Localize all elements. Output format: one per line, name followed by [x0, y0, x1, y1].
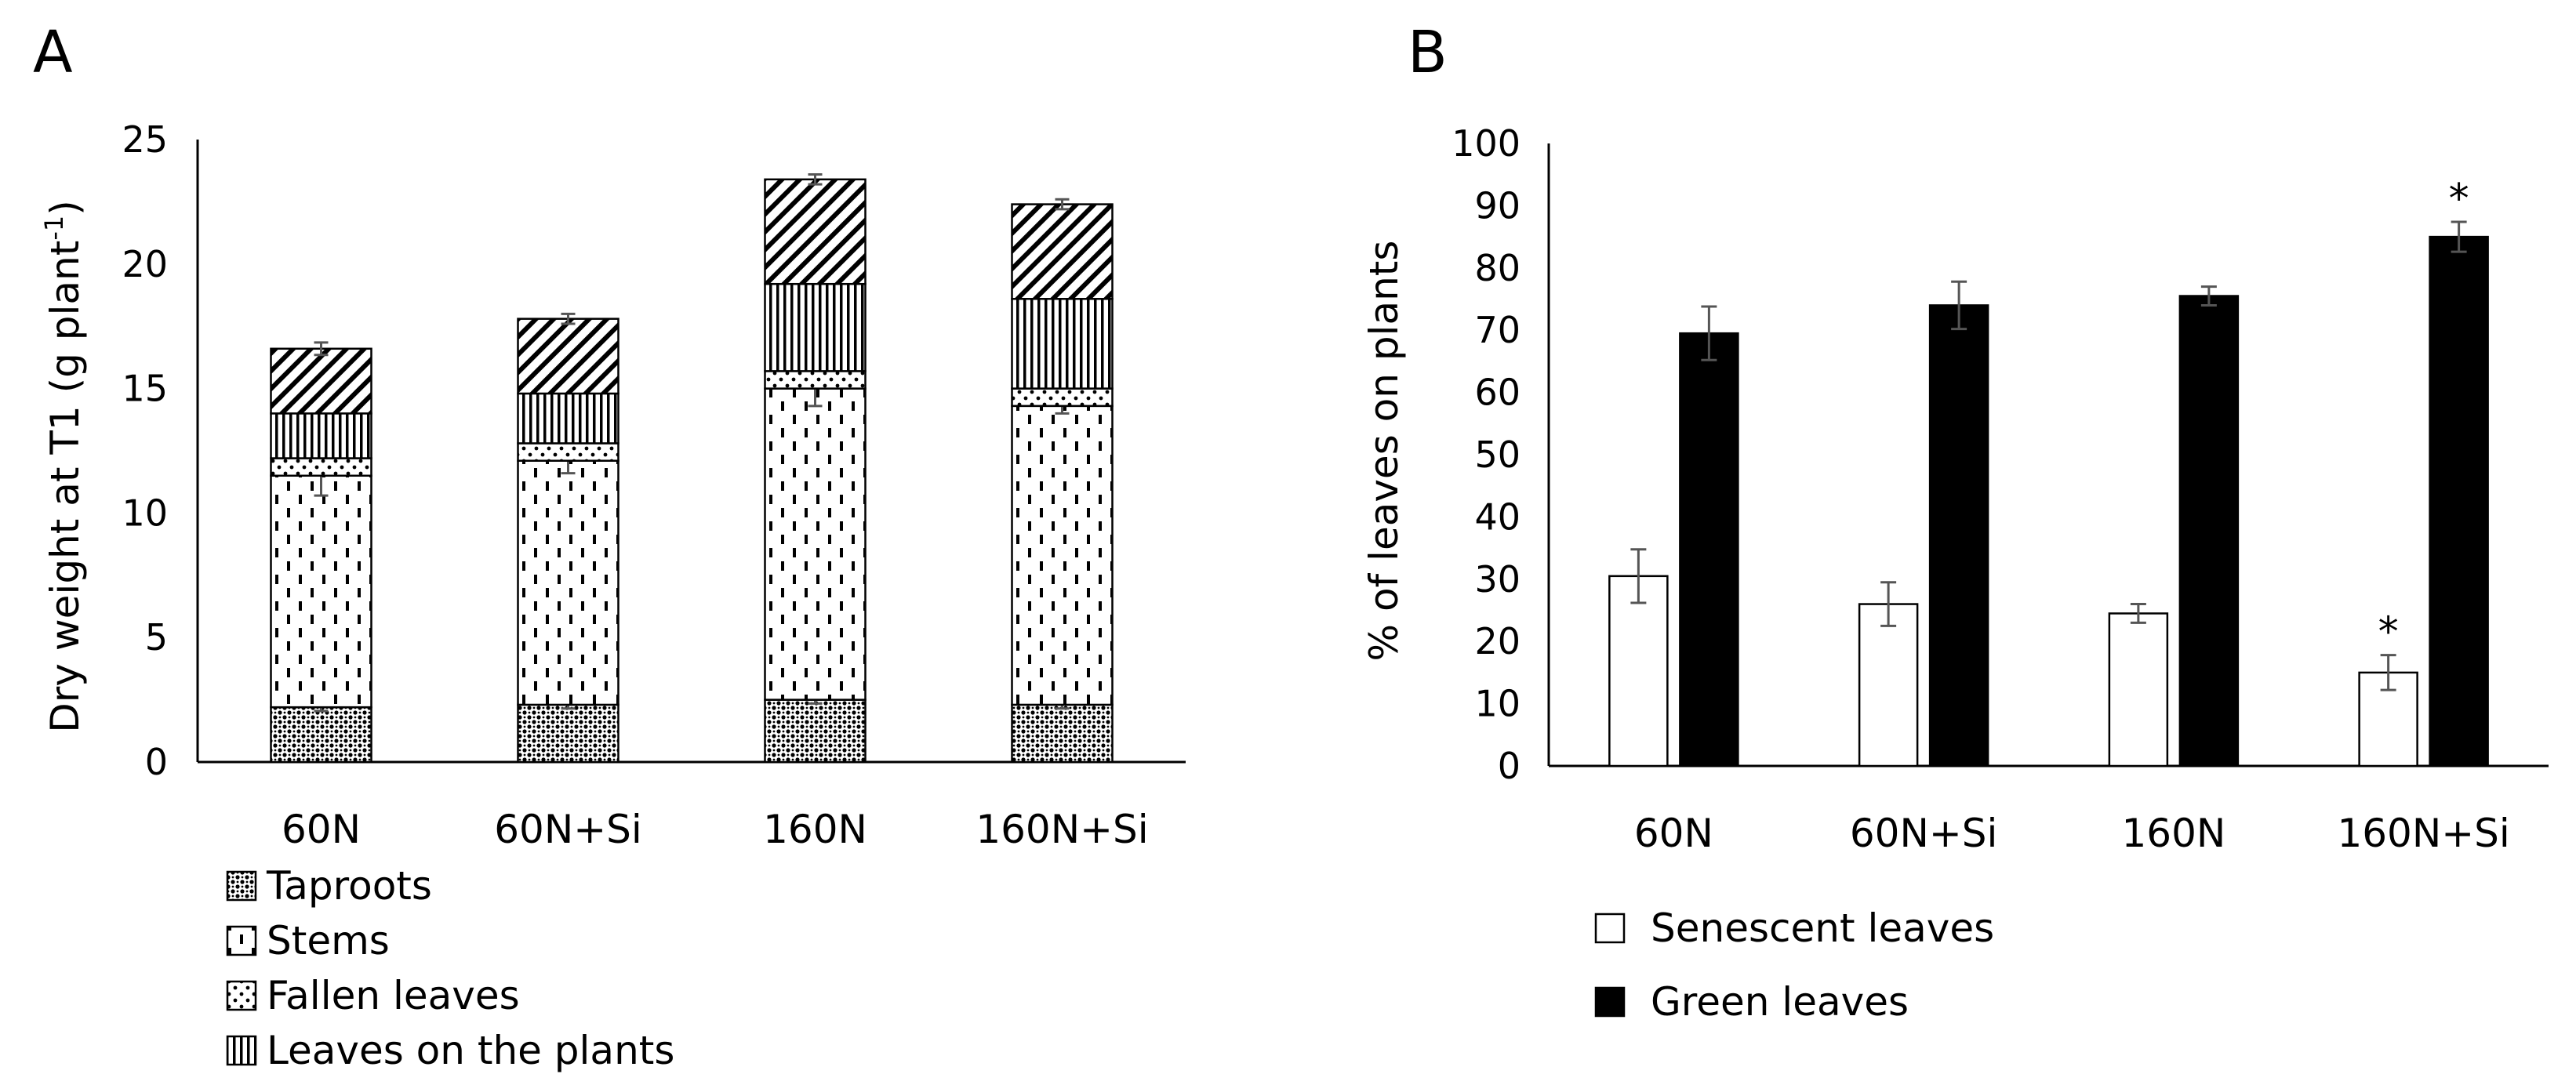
chart-a-y-tick-label: 25: [122, 118, 168, 161]
chart-a-bar-taproots: [270, 706, 372, 764]
chart-b-y-tick-label: 80: [1474, 247, 1521, 289]
chart-a-bar-stems: [270, 474, 372, 709]
chart-a-bar-leaves-on-the-plants: [517, 392, 619, 445]
chart-a-bar-taproots: [1011, 703, 1114, 764]
chart-b-significance-marker: *: [2449, 176, 2469, 223]
chart-b-y-tick-label: 60: [1474, 372, 1521, 414]
chart-a-y-tick-label: 15: [122, 368, 168, 410]
chart-a-bar-fallen-leaves: [764, 370, 867, 390]
chart-a-bar-segment-4: [1011, 203, 1114, 300]
chart-a-bar-stems: [764, 387, 867, 701]
chart-b-y-tick-label: 50: [1474, 434, 1521, 476]
chart-a-category-label: 160N+Si: [976, 807, 1148, 852]
chart-b-y-tick-label: 0: [1498, 745, 1521, 787]
chart-b-category-label: 60N+Si: [1850, 811, 1998, 856]
chart-a-legend-label-stems: Stems: [267, 918, 390, 963]
chart-a-bar-segment-4: [270, 347, 372, 415]
chart-b-legend-swatch-senescent-leaves: [1594, 913, 1626, 944]
chart-b-y-tick-label: 90: [1474, 184, 1521, 227]
panel-a-label: A: [33, 19, 73, 86]
chart-a-legend-label-taproots: Taproots: [266, 863, 432, 909]
chart-a-legend-swatch-stems: [226, 925, 257, 956]
chart-a-y-tick-label: 0: [145, 741, 168, 783]
chart-a-bar-segment-4: [517, 318, 619, 395]
chart-b-bar-green-leaves: [1679, 332, 1739, 767]
chart-a-bar-stems: [1011, 405, 1114, 706]
chart-a-y-tick-label: 20: [122, 243, 168, 285]
chart-b-legend-label-senescent-leaves: Senescent leaves: [1651, 905, 1994, 951]
chart-b-legend-swatch-green-leaves: [1594, 986, 1626, 1018]
chart-a-bar-taproots: [517, 703, 619, 764]
chart-a-legend-label-fallen-leaves: Fallen leaves: [267, 973, 520, 1018]
chart-b-y-tick-label: 30: [1474, 558, 1521, 601]
chart-a-legend-swatch-leaves-on-the-plants: [226, 1035, 257, 1066]
chart-b-y-tick-label: 70: [1474, 309, 1521, 351]
chart-a-y-axis-title: Dry weight at T1 (g plant-1): [39, 200, 88, 733]
chart-a-bar-leaves-on-the-plants: [270, 412, 372, 459]
chart-b-legend-label-green-leaves: Green leaves: [1651, 979, 1909, 1025]
chart-b-bar-green-leaves: [2178, 295, 2240, 767]
chart-b-bar-green-leaves: [1928, 304, 1989, 767]
chart-b-y-axis-title: % of leaves on plants: [1361, 241, 1407, 662]
chart-b-bar-senescent-leaves: [1858, 603, 1919, 767]
chart-b-bar-green-leaves: [2429, 235, 2489, 767]
chart-a-bar-stems: [517, 459, 619, 706]
chart-b-category-label: 160N+Si: [2337, 811, 2509, 856]
chart-a-category-label: 160N: [763, 807, 867, 852]
panel-b-label: B: [1408, 19, 1448, 86]
chart-a-bar-fallen-leaves: [270, 457, 372, 477]
chart-a-bar-taproots: [764, 699, 867, 764]
chart-a-category-label: 60N: [282, 807, 361, 852]
chart-b-y-tick-label: 20: [1474, 620, 1521, 662]
chart-a-bar-segment-4: [764, 178, 867, 285]
chart-b-y-tick-label: 40: [1474, 495, 1521, 538]
chart-a-bar-fallen-leaves: [517, 442, 619, 462]
chart-a-bar-leaves-on-the-plants: [764, 282, 867, 372]
chart-b-significance-marker: *: [2378, 609, 2399, 656]
chart-b: 0 10 20 30 40 50 60 70 80 90 100 60N 60N+Si 160N * * 160…: [1451, 122, 2549, 1025]
chart-b-category-label: 60N: [1634, 811, 1713, 856]
chart-a-category-label: 60N+Si: [494, 807, 642, 852]
chart-a-legend-swatch-taproots: [226, 870, 257, 902]
chart-a-bar-fallen-leaves: [1011, 387, 1114, 408]
chart-b-bar-senescent-leaves: [2108, 612, 2169, 767]
chart-a-legend-swatch-fallen-leaves: [226, 980, 257, 1011]
chart-a-legend-label-leaves-on-the-plants: Leaves on the plants: [267, 1028, 674, 1073]
chart-a-y-tick-label: 5: [145, 616, 168, 659]
chart-b-y-tick-label: 10: [1474, 683, 1521, 725]
chart-b-y-tick-label: 100: [1451, 122, 1521, 165]
chart-a-y-tick-label: 10: [122, 492, 168, 534]
chart-a: 0 5 10 15 20 25 60N 60N+Si 160N 160N+Si Taproots St…: [122, 118, 1186, 1073]
chart-b-bar-senescent-leaves: [1608, 575, 1669, 767]
chart-a-bar-leaves-on-the-plants: [1011, 298, 1114, 390]
chart-b-category-label: 160N: [2121, 811, 2225, 856]
